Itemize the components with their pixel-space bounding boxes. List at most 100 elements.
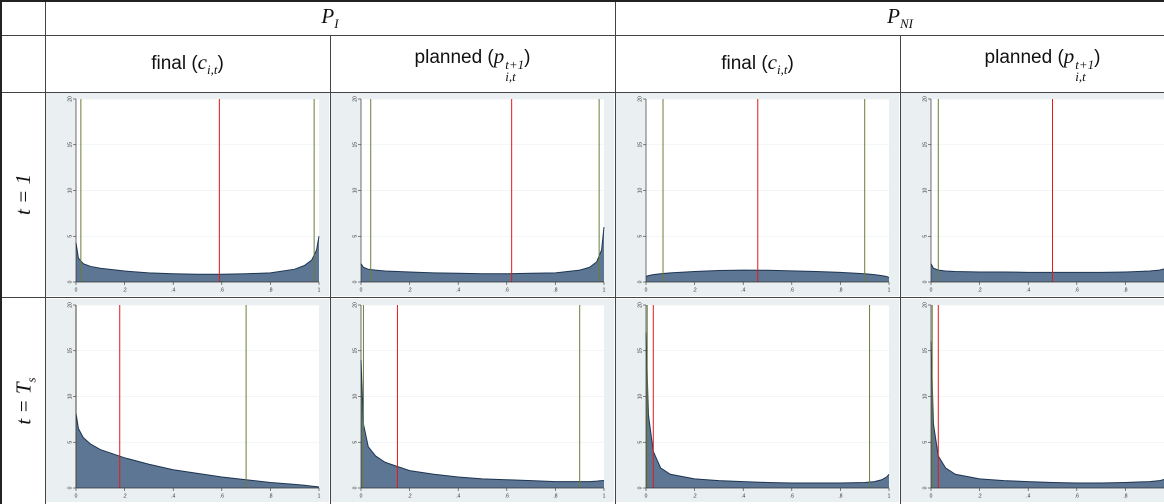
symbol: p: [493, 44, 505, 68]
x-tick-label: 0: [930, 493, 933, 499]
row-label: t = 1: [11, 174, 36, 215]
x-tick-label: .6: [220, 287, 224, 293]
x-tick-label: .8: [1123, 493, 1127, 499]
x-tick-label: .8: [553, 493, 557, 499]
y-tick-label: 20: [352, 302, 358, 308]
x-tick-label: 0: [930, 287, 933, 293]
x-tick-label: .6: [505, 493, 509, 499]
x-tick-label: .6: [505, 287, 509, 293]
y-tick-label: 10: [637, 188, 643, 194]
y-tick-label: 5: [637, 235, 643, 238]
column-word: final (: [151, 52, 198, 74]
y-tick-label: 15: [352, 348, 358, 354]
y-tick-label: 10: [637, 394, 643, 400]
x-tick-label: .2: [693, 493, 697, 499]
y-tick-label: 10: [352, 188, 358, 194]
y-tick-label: 5: [67, 235, 73, 238]
x-tick-label: 0: [645, 287, 648, 293]
y-tick-label: 20: [67, 96, 73, 102]
y-tick-label: 15: [637, 142, 643, 148]
y-tick-label: 15: [922, 348, 928, 354]
y-tick-label: 15: [67, 142, 73, 148]
symbol: c: [767, 49, 777, 74]
y-tick-label: 10: [67, 188, 73, 194]
x-tick-label: .4: [1026, 493, 1030, 499]
y-tick-label: 15: [922, 142, 928, 148]
symbol: P: [887, 4, 900, 29]
column-word: ): [787, 52, 794, 74]
x-tick-label: .4: [171, 287, 175, 293]
y-tick-label: 10: [922, 188, 928, 194]
y-tick-label: 20: [352, 96, 358, 102]
superscript: t+1: [505, 57, 525, 72]
x-tick-label: .6: [1075, 287, 1079, 293]
x-tick-label: .2: [408, 493, 412, 499]
corner-cell: [0, 34, 46, 93]
subscript: i,t: [505, 69, 516, 84]
y-tick-label: 5: [922, 235, 928, 238]
y-tick-label: 20: [67, 302, 73, 308]
symbol: p: [1063, 44, 1075, 68]
symbol: c: [197, 49, 207, 74]
x-tick-label: 0: [75, 493, 78, 499]
y-tick-label: 5: [922, 441, 928, 444]
density-line: [75, 236, 320, 275]
row-label: t = Ts: [12, 377, 40, 424]
density-line: [645, 332, 890, 484]
y-tick-label: 0: [67, 280, 73, 283]
y-tick-label: 20: [922, 96, 928, 102]
sup-sub: t+1 i,t: [1075, 57, 1095, 83]
x-tick-label: .2: [123, 287, 127, 293]
y-tick-label: 5: [352, 235, 358, 238]
y-tick-label: 0: [637, 280, 643, 283]
y-tick-label: 5: [352, 441, 358, 444]
density-fill: [76, 412, 319, 488]
x-tick-label: .4: [456, 287, 460, 293]
column-header: final (ci,t): [614, 34, 901, 93]
x-tick-label: .2: [978, 493, 982, 499]
superscript: t+1: [1075, 57, 1095, 72]
density-fill: [646, 270, 890, 282]
subscript: s: [23, 376, 39, 382]
x-tick-label: 0: [645, 493, 648, 499]
y-tick-label: 10: [352, 394, 358, 400]
sup-sub: t+1 i,t: [505, 57, 525, 84]
column-header: final (ci,t): [44, 34, 331, 93]
density-line: [360, 227, 605, 275]
y-tick-label: 0: [352, 486, 358, 489]
x-tick-label: .6: [220, 493, 224, 499]
x-tick-label: 1: [318, 287, 321, 293]
x-tick-label: .4: [1026, 287, 1030, 293]
x-tick-label: .6: [790, 493, 794, 499]
density-fill: [361, 227, 604, 282]
x-tick-label: .8: [553, 287, 557, 293]
column-word: planned (: [414, 47, 494, 68]
y-tick-label: 0: [352, 280, 358, 283]
y-tick-label: 15: [67, 348, 73, 354]
x-tick-label: .8: [268, 493, 272, 499]
x-tick-label: .4: [456, 493, 460, 499]
column-word: planned (: [984, 47, 1064, 68]
row-header: t = 1: [0, 91, 46, 298]
group-header: PNI: [614, 0, 1164, 36]
density-line: [75, 412, 320, 488]
x-tick-label: .2: [978, 287, 982, 293]
y-tick-label: 0: [637, 486, 643, 489]
x-tick-label: 0: [360, 493, 363, 499]
column-word: final (: [721, 52, 768, 74]
column-header: planned (p t+1 i,t): [329, 34, 616, 93]
subscript: NI: [899, 16, 913, 32]
x-tick-label: 0: [75, 287, 78, 293]
